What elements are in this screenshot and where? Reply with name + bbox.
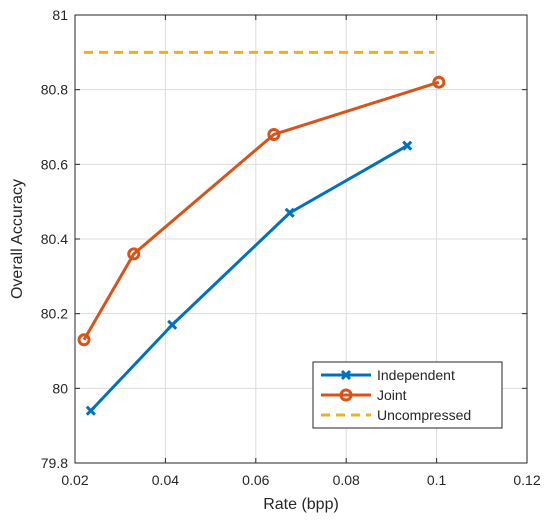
data-point-independent-stroke [167,319,178,330]
x-axis-label: Rate (bpp) [263,496,339,513]
y-tick-label: 80 [52,380,68,396]
y-tick-label: 81 [52,7,68,23]
x-tick-label: 0.08 [333,472,360,488]
y-tick-label: 80.8 [41,82,68,98]
y-tick-label: 80.4 [41,231,68,247]
axis-ticks: 0.02 0.04 0.06 0.08 0.1 0.12 79.8 80 80.2 80.4 80.… [41,7,541,488]
legend-label-independent: Independent [377,367,455,383]
x-tick-label: 0.1 [427,472,447,488]
data-point-independent [284,207,295,218]
data-point-independent [85,405,96,416]
data-point-joint [127,247,141,261]
legend-marker-independent-stroke [340,369,352,381]
data-point-independent [402,140,413,151]
x-tick-label: 0.06 [242,472,269,488]
data-point-independent-stroke [85,405,96,416]
x-tick-label: 0.04 [152,472,179,488]
data-point-independent-stroke [284,207,295,218]
legend-label-joint: Joint [377,387,407,403]
data-point-joint [267,127,281,141]
data-point-independent-stroke [402,140,413,151]
y-tick-label: 80.2 [41,306,68,322]
legend-marker-independent [340,369,352,381]
x-tick-label: 0.02 [61,472,88,488]
series-line-independent [89,144,408,412]
y-axis-label: Overall Accuracy [9,179,26,299]
data-point-independent [167,319,178,330]
series-lines [77,50,446,416]
legend-marker-joint [339,388,353,402]
y-tick-label: 79.8 [41,455,68,471]
legend-label-uncompressed: Uncompressed [377,407,471,423]
data-point-joint [432,75,446,89]
y-tick-label: 80.6 [41,156,68,172]
x-tick-label: 0.12 [513,472,540,488]
data-point-joint [77,333,91,347]
series-line-joint [82,80,440,341]
legend: Independent Joint Uncompressed [312,361,503,429]
